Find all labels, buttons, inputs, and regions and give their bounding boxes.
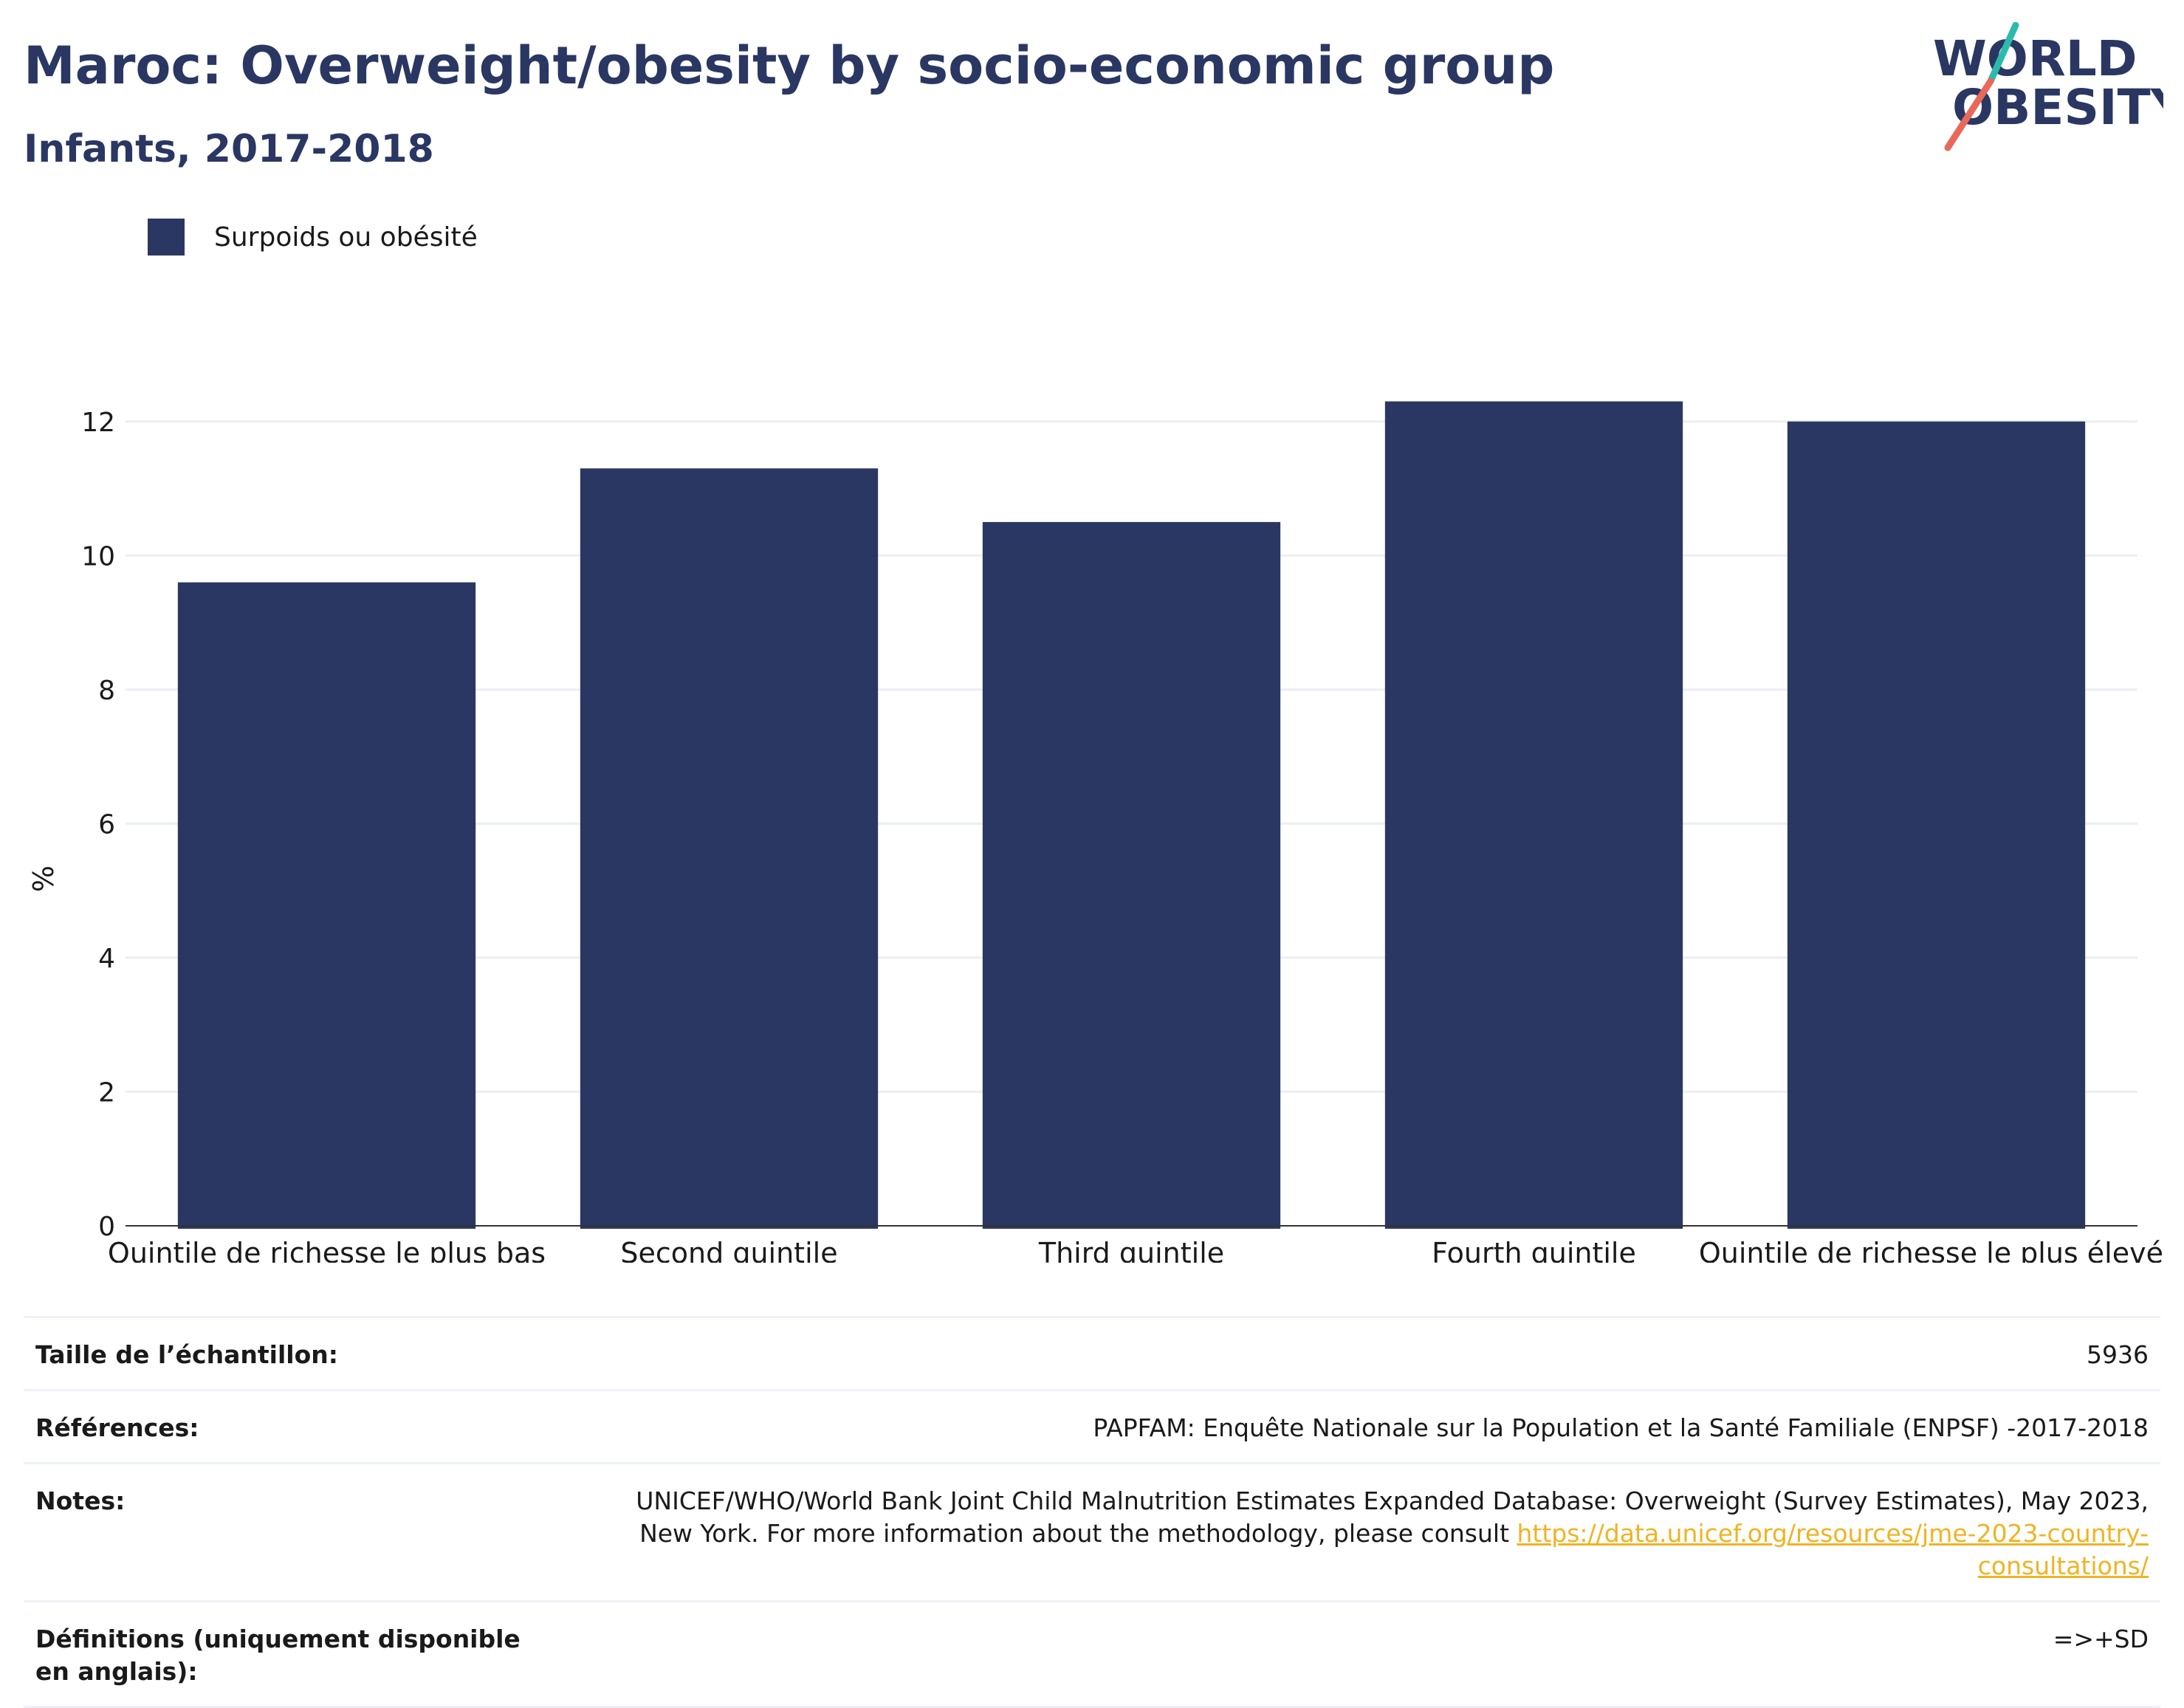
chart-subtitle: Infants, 2017-2018: [24, 127, 434, 171]
metadata-table: Taille de l’échantillon: 5936 Références: P…: [24, 1316, 2160, 1708]
logo-slash-bottom: [1944, 78, 1994, 151]
metadata-value: PAPFAM: Enquête Nationale sur la Populat…: [1093, 1413, 2149, 1442]
y-tick-label: 10: [81, 541, 115, 572]
metadata-row: Définitions (uniquement disponible en an…: [24, 1600, 2160, 1708]
logo-slash-top: [1987, 22, 2019, 85]
methodology-link[interactable]: https://data.unicef.org/resources/jme-20…: [1517, 1519, 2149, 1580]
metadata-key: Notes:: [35, 1486, 126, 1515]
bar: [1787, 421, 2086, 1229]
x-axis-ticks: Quintile de richesse le plus bas Second q…: [108, 1237, 2163, 1263]
bar-chart: 0 2 4 6 8 10 12 Quintile de richesse le plus b…: [27, 401, 2163, 1263]
y-tick-label: 2: [98, 1077, 115, 1108]
legend-swatch: [148, 219, 185, 255]
metadata-key: Références:: [35, 1413, 199, 1442]
legend: Surpoids ou obésité: [148, 219, 478, 255]
bar: [177, 582, 476, 1229]
metadata-row: Notes: UNICEF/WHO/World Bank Joint Child …: [24, 1462, 2160, 1600]
x-tick-label: Fourth quintile: [1432, 1237, 1636, 1263]
bar: [1384, 401, 1683, 1229]
y-tick-label: 6: [98, 809, 115, 840]
legend-label: Surpoids ou obésité: [214, 222, 478, 253]
chart-title: Maroc: Overweight/obesity by socio-econo…: [24, 35, 1555, 96]
metadata-key: Définitions (uniquement disponible en an…: [35, 1625, 521, 1686]
logo-line-1: WORLD: [1933, 30, 2137, 87]
world-obesity-logo: WORLD OBESITY: [1933, 22, 2163, 151]
y-tick-label: 8: [98, 676, 115, 706]
y-axis-label: %: [27, 865, 60, 892]
x-tick-label: Third quintile: [1038, 1237, 1224, 1263]
bar: [982, 521, 1281, 1229]
x-tick-label: Second quintile: [620, 1237, 837, 1263]
metadata-value: 5936: [2087, 1340, 2149, 1369]
y-tick-label: 4: [98, 944, 115, 974]
y-tick-label: 0: [98, 1212, 115, 1242]
bars: [177, 401, 2086, 1229]
x-tick-label: Quintile de richesse le plus élevé: [1699, 1237, 2163, 1263]
x-tick-label: Quintile de richesse le plus bas: [108, 1237, 546, 1263]
metadata-row: Taille de l’échantillon: 5936: [24, 1316, 2160, 1389]
metadata-value: UNICEF/WHO/World Bank Joint Child Malnut…: [636, 1486, 2149, 1580]
metadata-value: =>+SD: [2053, 1625, 2149, 1653]
y-tick-label: 12: [81, 408, 115, 438]
bar: [580, 468, 879, 1229]
metadata-key: Taille de l’échantillon:: [35, 1340, 338, 1369]
metadata-row: Références: PAPFAM: Enquête Nationale sur…: [24, 1389, 2160, 1462]
y-axis-ticks: 0 2 4 6 8 10 12: [81, 408, 115, 1242]
